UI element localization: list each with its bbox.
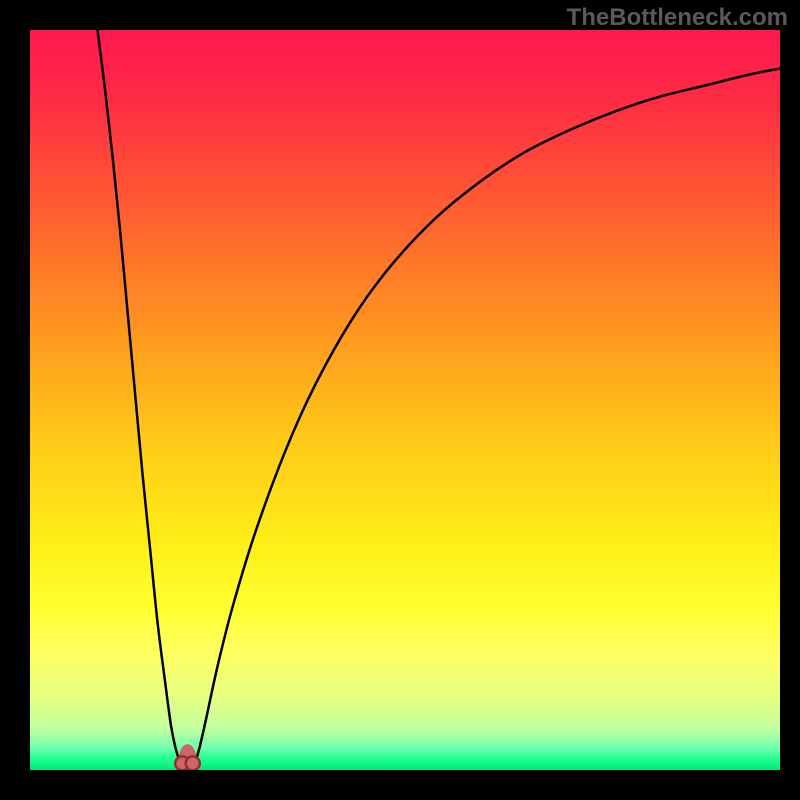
curve-layer [30, 30, 780, 770]
dip-marker-1 [186, 756, 200, 770]
chart-frame: TheBottleneck.com [0, 0, 800, 800]
bottleneck-curve [98, 30, 781, 763]
plot-area [30, 30, 780, 770]
attribution-text: TheBottleneck.com [567, 4, 788, 32]
